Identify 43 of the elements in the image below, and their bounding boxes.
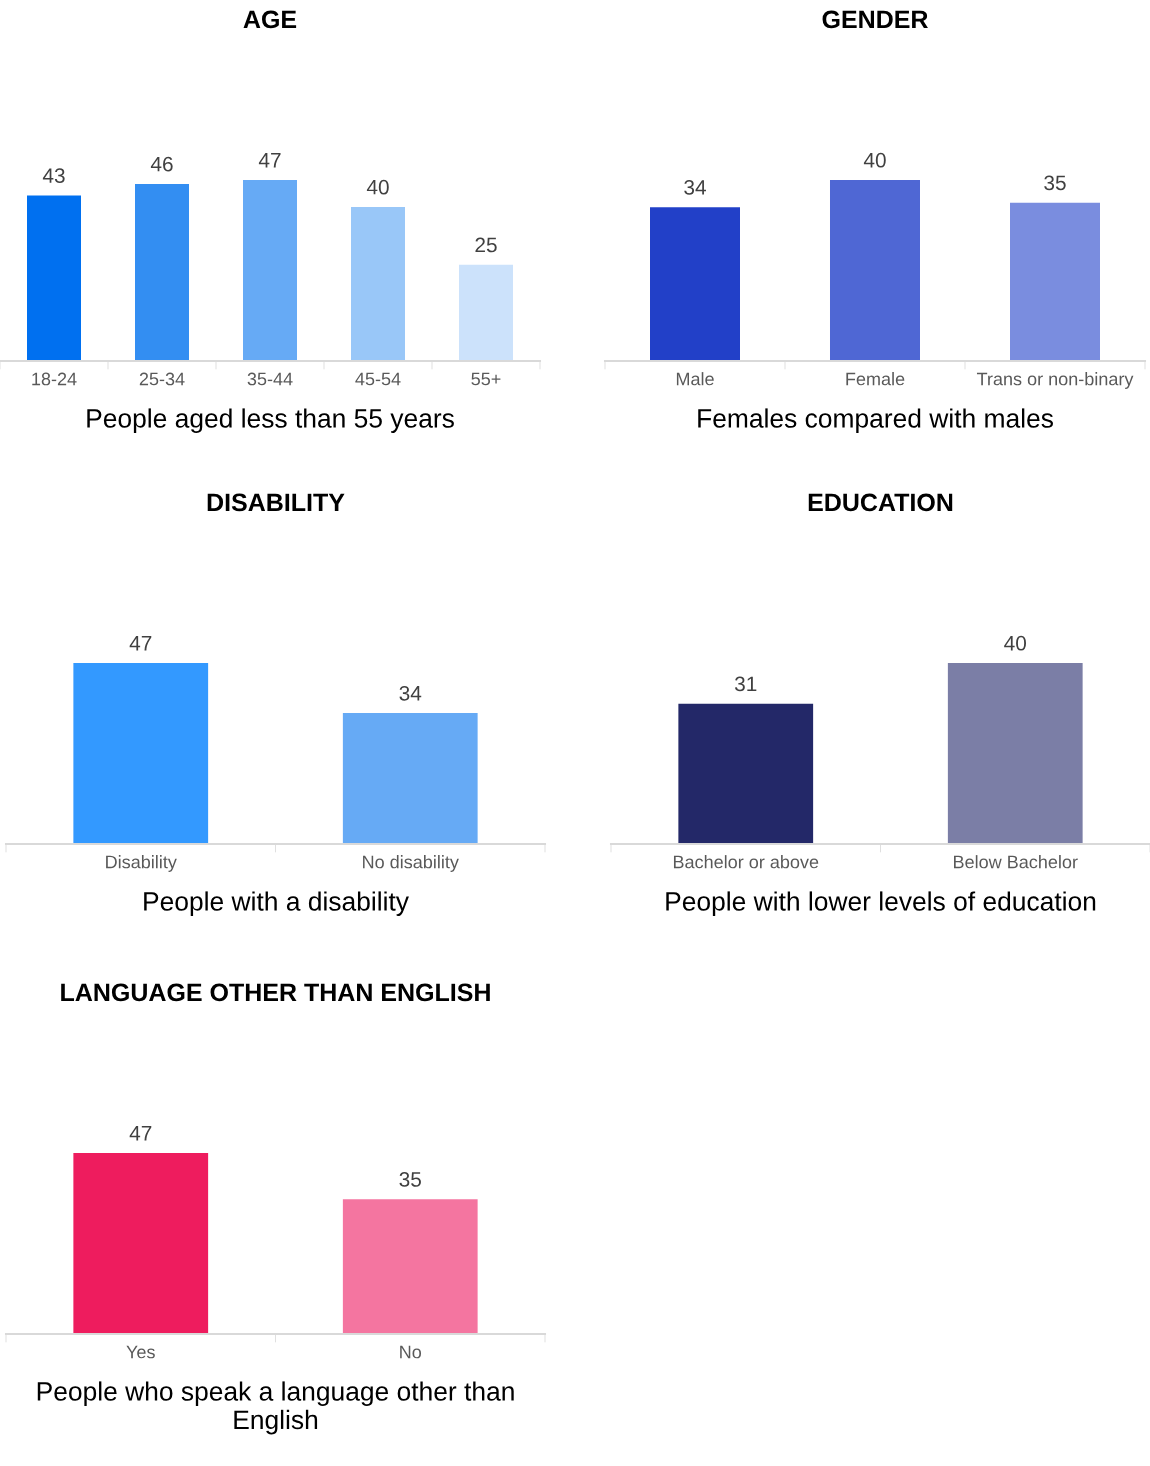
- x-tick-label: Yes: [126, 1345, 155, 1359]
- data-label: 47: [129, 636, 152, 651]
- x-axis-title: People with a disability: [144, 891, 409, 916]
- bar: [351, 207, 405, 361]
- x-tick-label: Female: [846, 372, 905, 386]
- chart-title: GENDER: [822, 10, 928, 29]
- x-tick-label: Below Bachelor: [954, 855, 1078, 869]
- x-tick-label: 25-34: [139, 372, 185, 386]
- data-label: 47: [129, 1126, 152, 1141]
- x-tick-label: Trans or non-binary: [976, 372, 1134, 389]
- x-tick-label: No disability: [363, 855, 459, 872]
- chart-title: DISABILITY: [207, 493, 345, 512]
- data-label: 34: [684, 179, 706, 195]
- data-label: 40: [863, 152, 886, 168]
- x-axis-title: People aged less than 55 years: [87, 408, 454, 433]
- chart-title: EDUCATION: [808, 493, 953, 512]
- data-label: 31: [734, 676, 757, 692]
- x-axis-title: People with lower levels of education: [666, 891, 1096, 916]
- data-label: 40: [1004, 635, 1027, 651]
- chart-title: LANGUAGE OTHER THAN ENGLISH: [61, 983, 490, 1002]
- data-label: 35: [1044, 175, 1066, 191]
- x-tick-label: Disability: [106, 855, 177, 872]
- data-label: 34: [399, 685, 422, 701]
- x-tick-label: 45-54: [355, 372, 401, 386]
- bar: [27, 195, 81, 361]
- x-tick-label: 35-44: [247, 372, 293, 386]
- x-tick-label: Male: [676, 372, 714, 386]
- data-label: 40: [366, 179, 389, 195]
- x-tick-label: 55+: [471, 372, 501, 386]
- x-tick-label: 18-24: [32, 372, 77, 386]
- data-label: 46: [150, 156, 173, 172]
- data-label: 43: [42, 168, 65, 183]
- x-axis-title: People who speak a language other than English: [37, 1381, 514, 1435]
- data-label: 35: [399, 1172, 421, 1187]
- bar: [243, 180, 297, 361]
- data-label: 47: [258, 153, 281, 168]
- x-tick-label: Bachelor or above: [673, 855, 819, 869]
- x-tick-label: No: [400, 1345, 422, 1359]
- chart-title: AGE: [243, 10, 297, 29]
- data-label: 25: [475, 237, 497, 253]
- x-axis-title: Females compared with males: [698, 408, 1053, 433]
- bar: [459, 264, 513, 361]
- bar: [135, 183, 189, 361]
